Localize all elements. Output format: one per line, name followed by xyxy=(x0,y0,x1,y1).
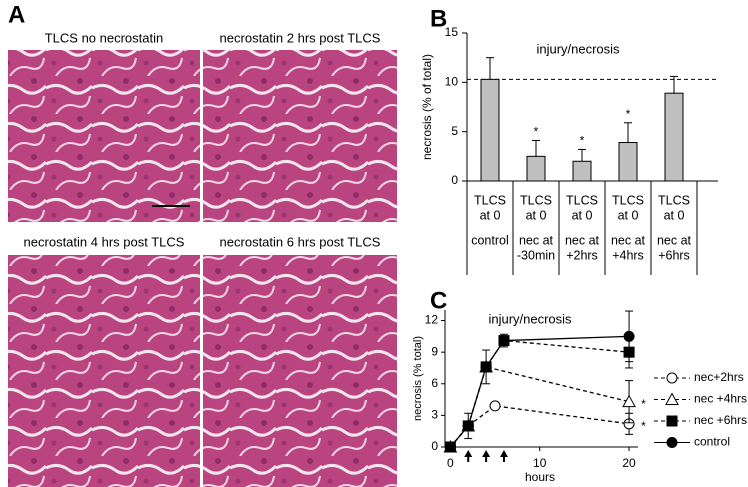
bar xyxy=(572,160,592,182)
x-category-label: nec at xyxy=(611,233,646,247)
image-caption: TLCS no necrostatin xyxy=(45,30,164,45)
image-caption: necrostatin 6 hrs post TLCS xyxy=(220,234,381,249)
histology-image xyxy=(8,50,200,222)
x-tick-label: 0 xyxy=(447,456,454,470)
x-category-label: TLCS xyxy=(612,193,644,207)
histology-image xyxy=(8,255,200,487)
y-tick-label: 10 xyxy=(445,75,459,89)
data-point xyxy=(462,420,474,432)
treatment-arrow xyxy=(464,450,473,462)
x-category-label: control xyxy=(471,233,509,247)
x-axis-label: hours xyxy=(525,470,555,484)
x-category-label: at 0 xyxy=(664,208,685,222)
bar xyxy=(618,142,638,182)
panel-label: A xyxy=(8,1,25,28)
y-tick-label: 5 xyxy=(451,124,458,138)
bar xyxy=(664,92,684,182)
legend-label: nec +4hrs xyxy=(694,392,747,406)
significance-label: * xyxy=(641,419,646,433)
significance-label: * xyxy=(626,107,631,121)
y-tick-label: 9 xyxy=(431,344,438,358)
legend-marker xyxy=(666,415,678,427)
legend-label: control xyxy=(694,435,730,449)
bar xyxy=(480,78,500,182)
x-tick-label: 20 xyxy=(622,456,636,470)
x-category-label: TLCS xyxy=(658,193,690,207)
chart-title: injury/necrosis xyxy=(488,311,572,326)
series-line xyxy=(449,339,630,448)
x-category-label: at 0 xyxy=(618,208,639,222)
treatment-arrow xyxy=(499,450,508,462)
panel-label: B xyxy=(430,5,447,32)
y-tick-label: 15 xyxy=(445,25,459,39)
legend-marker xyxy=(666,437,678,448)
x-category-label: at 0 xyxy=(572,208,593,222)
series-line xyxy=(449,366,630,448)
series-line xyxy=(449,335,630,448)
image-caption: necrostatin 4 hrs post TLCS xyxy=(24,234,185,249)
x-category-label: +2hrs xyxy=(566,248,598,262)
legend-marker xyxy=(665,392,679,405)
legend-label: nec +6hrs xyxy=(694,413,747,427)
x-category-label: nec at xyxy=(519,233,554,247)
image-caption: necrostatin 2 hrs post TLCS xyxy=(220,30,381,45)
x-tick-label: 10 xyxy=(533,456,547,470)
y-axis-label: necrosis (% of total) xyxy=(420,54,434,160)
data-point xyxy=(498,335,510,347)
significance-label: * xyxy=(580,134,585,148)
y-axis-label: necrosis (% total) xyxy=(412,336,424,421)
chart-title: injury/necrosis xyxy=(536,41,620,56)
panel-label: C xyxy=(430,287,447,314)
significance-label: * xyxy=(641,397,646,411)
x-category-label: at 0 xyxy=(526,208,547,222)
data-point xyxy=(480,361,492,373)
data-point xyxy=(489,400,501,412)
treatment-arrow xyxy=(482,450,491,462)
y-tick-label: 0 xyxy=(451,173,458,187)
series-line xyxy=(449,405,630,448)
x-category-label: +4hrs xyxy=(612,248,644,262)
histology-image xyxy=(203,255,397,487)
x-category-label: TLCS xyxy=(566,193,598,207)
x-category-label: TLCS xyxy=(474,193,506,207)
legend-label: nec+2hrs xyxy=(694,370,744,384)
data-point xyxy=(623,330,635,342)
x-category-label: nec at xyxy=(657,233,692,247)
histology-image xyxy=(203,50,397,222)
x-category-label: -30min xyxy=(517,248,555,262)
x-category-label: +6hrs xyxy=(658,248,690,262)
data-point xyxy=(444,441,456,453)
bar xyxy=(526,155,546,182)
data-point xyxy=(622,394,636,408)
y-tick-label: 6 xyxy=(431,376,438,390)
x-category-label: TLCS xyxy=(520,193,552,207)
significance-label: * xyxy=(534,125,539,139)
y-tick-label: 12 xyxy=(425,313,439,327)
x-category-label: at 0 xyxy=(480,208,501,222)
x-category-label: nec at xyxy=(565,233,600,247)
y-tick-label: 0 xyxy=(431,439,438,453)
legend-marker xyxy=(666,372,678,384)
y-tick-label: 3 xyxy=(431,408,438,422)
